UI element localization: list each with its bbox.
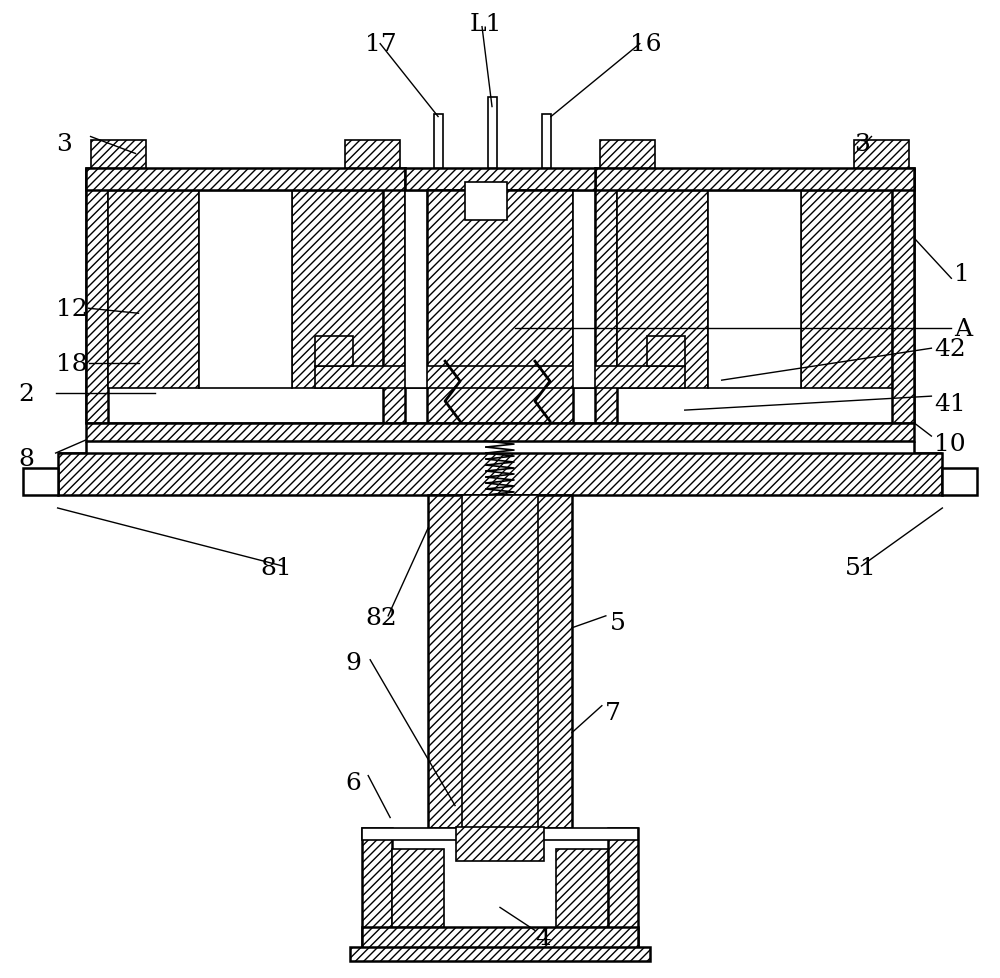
Bar [801,193,892,388]
Bar [86,423,914,442]
Text: 9: 9 [345,651,361,675]
Bar [315,336,353,367]
Text: 3: 3 [854,133,870,156]
Bar [292,193,383,388]
Text: 51: 51 [845,556,876,580]
Bar [86,169,108,423]
Bar [23,468,58,496]
Text: 6: 6 [345,772,361,794]
Bar [434,114,443,169]
Bar [428,496,572,827]
Text: 12: 12 [56,297,87,321]
Text: 18: 18 [56,352,87,376]
Bar [647,336,685,367]
Bar [315,367,685,388]
Text: 8: 8 [19,447,35,470]
Bar [462,496,538,827]
Text: 42: 42 [934,337,966,360]
Bar [573,193,595,388]
Bar [488,98,497,169]
Bar [199,193,292,388]
Bar [91,142,146,169]
Bar [86,169,405,192]
Text: 81: 81 [260,556,292,580]
Bar [405,169,595,192]
Text: L1: L1 [470,13,502,36]
Text: 10: 10 [934,432,966,455]
Bar [392,850,444,927]
Bar [58,454,942,496]
Text: 7: 7 [605,701,621,725]
Text: 1: 1 [954,262,970,286]
Bar [108,193,199,388]
Bar [362,827,392,950]
Text: 17: 17 [365,33,397,56]
Text: 4: 4 [535,926,551,949]
Bar [362,927,638,950]
Bar [456,826,544,862]
Bar [600,142,655,169]
Bar [465,183,507,221]
Bar [854,142,909,169]
Text: 82: 82 [365,606,397,630]
Text: 2: 2 [19,382,35,405]
Bar [892,169,914,423]
Bar [608,827,638,950]
Text: 3: 3 [56,133,72,156]
Bar [345,142,400,169]
Text: 5: 5 [610,611,626,635]
Bar [542,114,551,169]
Bar [617,193,708,388]
Bar [362,827,638,840]
Bar [595,169,617,423]
Text: A: A [954,318,972,340]
Bar [383,169,405,423]
Bar [595,169,914,192]
Bar [350,948,650,961]
Bar [942,468,977,496]
Bar [405,193,427,388]
Bar [708,193,801,388]
Bar [427,192,573,423]
Text: 16: 16 [630,33,661,56]
Bar [556,850,608,927]
Text: 41: 41 [934,392,966,416]
